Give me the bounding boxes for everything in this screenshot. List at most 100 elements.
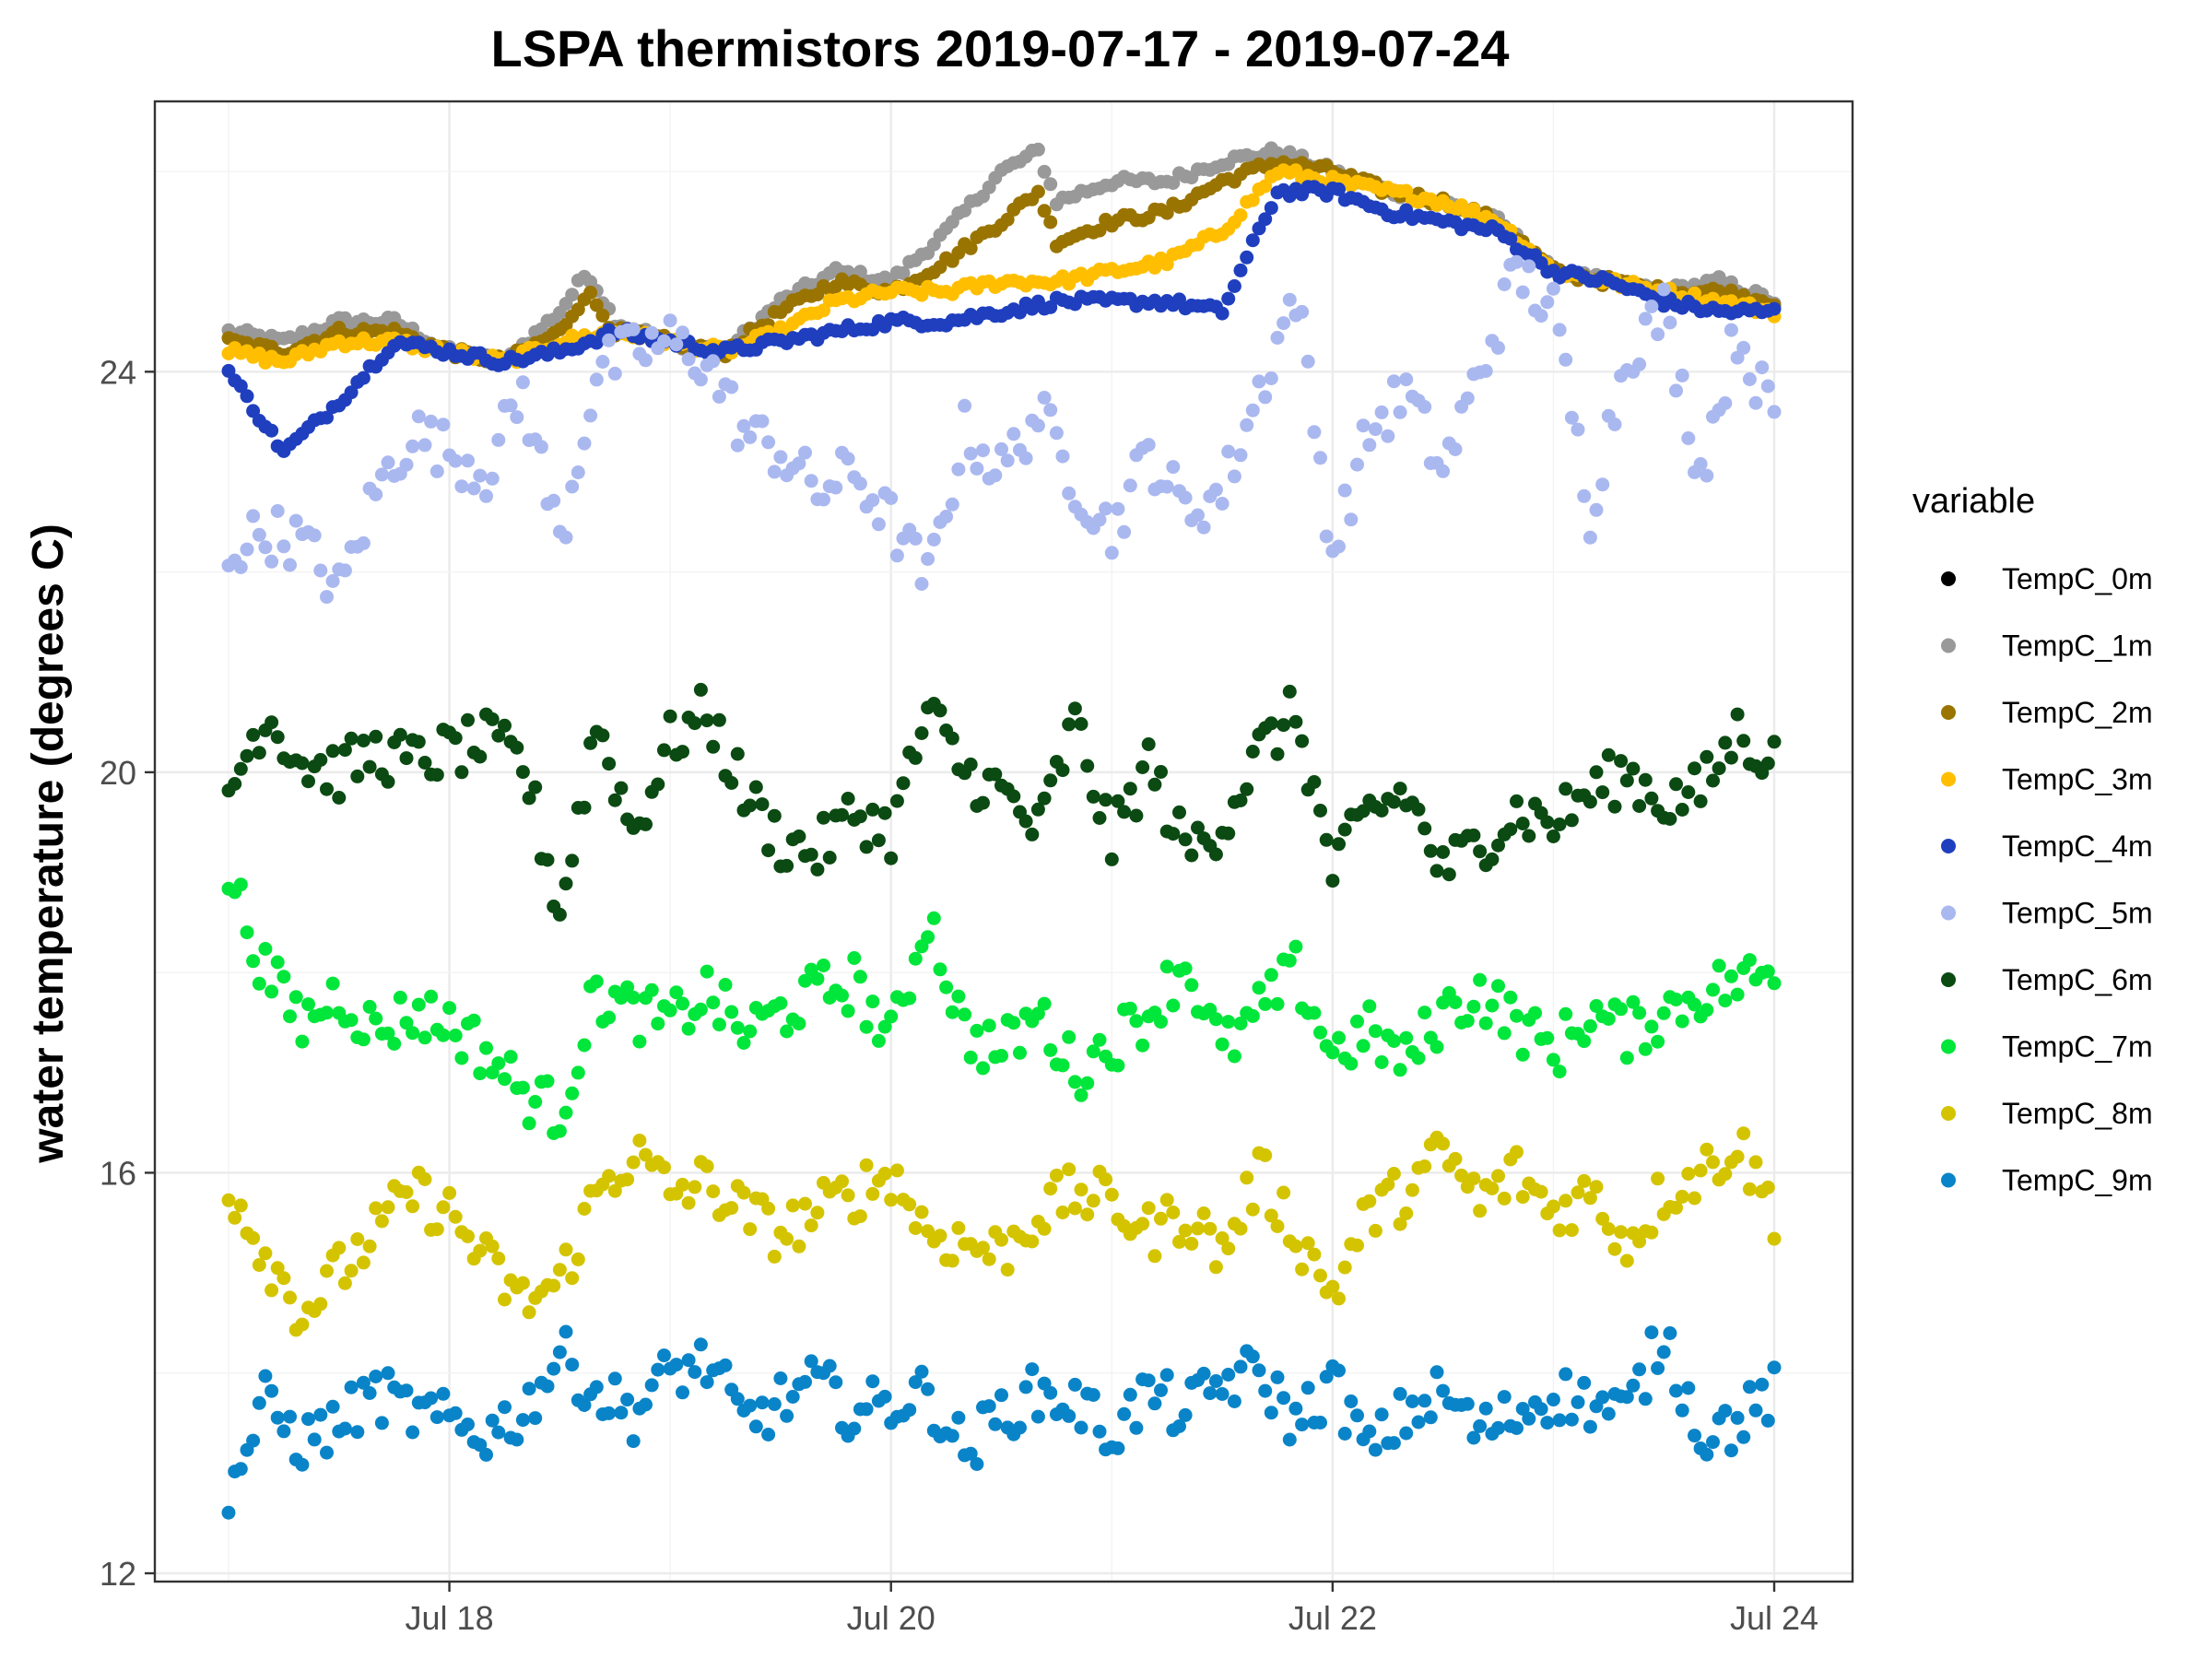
data-point [1037, 164, 1052, 179]
data-point [1423, 843, 1438, 858]
data-point [1055, 763, 1070, 778]
data-point [620, 1172, 635, 1187]
data-point [1092, 223, 1107, 238]
data-point [1418, 1159, 1432, 1173]
data-point [1478, 1401, 1493, 1416]
data-point [1430, 864, 1444, 878]
data-point [688, 1365, 702, 1380]
data-point [1062, 1162, 1077, 1177]
data-point [982, 1252, 996, 1266]
data-point [914, 1205, 929, 1219]
data-point [1350, 457, 1364, 472]
data-point [1166, 1206, 1181, 1219]
data-point [724, 1005, 739, 1019]
data-point [1159, 959, 1174, 974]
data-point [265, 554, 279, 569]
data-point [1043, 403, 1058, 418]
data-point [644, 325, 659, 340]
data-point [829, 1375, 843, 1390]
data-point [1013, 1420, 1027, 1435]
data-point [1614, 754, 1629, 769]
data-point [1288, 1239, 1303, 1253]
data-point [313, 1297, 328, 1312]
data-point [1159, 1193, 1174, 1207]
data-point [381, 1366, 395, 1381]
data-point [485, 712, 500, 726]
data-point [589, 298, 604, 312]
data-point [1025, 827, 1040, 841]
data-point [1147, 1396, 1162, 1411]
data-point [1736, 734, 1751, 748]
data-point [877, 1166, 892, 1181]
series-TempC_6m [221, 682, 1782, 922]
data-point [1700, 1003, 1714, 1018]
data-point [884, 1193, 899, 1207]
data-point [988, 1417, 1003, 1431]
data-point [1607, 799, 1622, 814]
data-point [387, 1037, 402, 1051]
data-point [1264, 1406, 1278, 1420]
data-point [429, 464, 444, 478]
data-point [945, 1005, 959, 1019]
data-point [1656, 1006, 1671, 1020]
data-point [577, 436, 592, 451]
data-point [804, 1354, 818, 1369]
data-point [565, 479, 580, 494]
data-point [1669, 993, 1683, 1006]
data-point [288, 513, 303, 528]
data-point [1522, 259, 1536, 274]
data-point [1074, 1420, 1088, 1435]
data-point [1651, 327, 1665, 342]
data-point [1166, 827, 1181, 841]
x-tick-label: Jul 18 [406, 1599, 494, 1637]
data-point [473, 1243, 488, 1258]
data-point [283, 1409, 297, 1424]
data-point [1619, 773, 1634, 788]
data-point [1277, 316, 1291, 331]
data-point [228, 777, 242, 791]
data-point [479, 1041, 493, 1055]
data-point [1589, 1180, 1604, 1194]
data-point [1491, 1420, 1505, 1435]
data-point [1356, 804, 1371, 818]
data-point [718, 1358, 733, 1372]
data-point [1399, 372, 1414, 387]
data-point [1252, 374, 1266, 389]
data-point [669, 985, 684, 1000]
data-point [1344, 1056, 1359, 1071]
data-point [221, 1505, 236, 1520]
data-point [1632, 799, 1647, 813]
data-point [1393, 405, 1407, 419]
data-point [1307, 425, 1322, 440]
data-point [252, 527, 266, 542]
legend-item: TempC_4m [1941, 830, 2153, 863]
data-point [1196, 1206, 1211, 1220]
y-tick-label: 12 [100, 1555, 136, 1593]
data-point [406, 439, 420, 453]
data-point [1583, 530, 1597, 545]
legend-item: TempC_6m [1941, 963, 2153, 996]
data-point [1730, 1149, 1745, 1164]
data-point [1043, 1042, 1058, 1057]
data-point [853, 477, 867, 491]
data-point [792, 1017, 806, 1031]
data-point [356, 734, 371, 747]
data-point [1473, 1418, 1488, 1433]
data-point [1368, 1024, 1382, 1039]
data-point [1688, 1191, 1701, 1206]
data-point [540, 853, 555, 867]
data-point [595, 308, 610, 323]
data-point [1227, 279, 1241, 293]
data-point [1104, 852, 1119, 866]
data-point [1448, 995, 1463, 1009]
data-point [547, 1278, 561, 1293]
data-point [1681, 1381, 1696, 1395]
data-point [1374, 804, 1389, 818]
data-point [1123, 1001, 1137, 1016]
data-point [951, 462, 966, 477]
data-point [577, 1398, 592, 1412]
data-point [1601, 747, 1616, 762]
data-point [448, 1406, 463, 1420]
data-point [406, 1425, 420, 1440]
